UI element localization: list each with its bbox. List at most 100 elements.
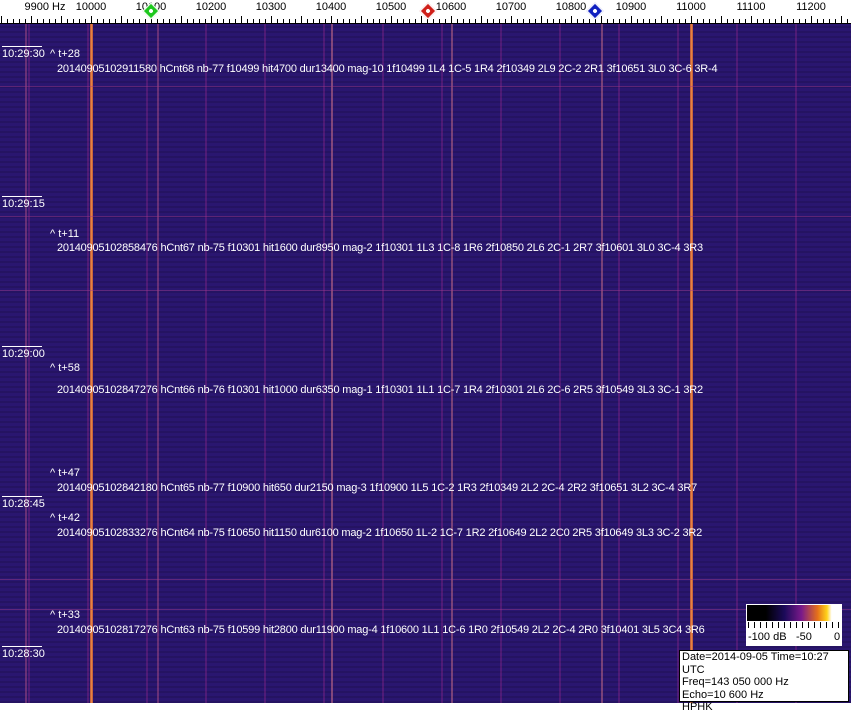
x-tick-label: 11100 xyxy=(736,1,766,13)
axis-tick xyxy=(97,19,98,24)
axis-tick xyxy=(457,19,458,24)
axis-tick xyxy=(817,19,818,24)
axis-tick xyxy=(199,19,200,24)
axis-tick xyxy=(475,19,476,24)
frequency-axis: 9900 Hz100001010010200103001040010500106… xyxy=(0,0,851,24)
time-label: 10:29:15 xyxy=(2,196,45,210)
axis-tick xyxy=(805,19,806,24)
axis-tick xyxy=(559,19,560,24)
axis-tick xyxy=(253,19,254,24)
axis-tick xyxy=(289,19,290,24)
horizontal-line xyxy=(0,86,851,87)
axis-tick xyxy=(229,19,230,24)
axis-tick xyxy=(835,19,836,24)
x-tick-label: 10800 xyxy=(555,1,587,13)
axis-tick xyxy=(49,19,50,24)
axis-tick xyxy=(115,19,116,24)
info-freq: Freq=143 050 000 Hz xyxy=(682,676,789,688)
horizontal-line xyxy=(0,216,851,217)
axis-tick xyxy=(91,16,92,24)
axis-tick xyxy=(433,19,434,24)
axis-tick xyxy=(439,19,440,24)
axis-tick xyxy=(67,19,68,24)
axis-tick xyxy=(667,19,668,24)
axis-tick xyxy=(649,19,650,24)
x-tick-label: 10400 xyxy=(315,1,347,13)
x-tick-label: 10000 xyxy=(75,1,107,13)
axis-tick xyxy=(193,19,194,24)
axis-tick xyxy=(847,19,848,24)
axis-tick xyxy=(673,19,674,24)
axis-tick xyxy=(235,19,236,24)
axis-tick xyxy=(145,19,146,24)
colorbar: -100 dB -50 0 xyxy=(746,604,842,646)
axis-tick xyxy=(589,19,590,24)
axis-tick xyxy=(397,19,398,24)
colorbar-label-min: -100 dB xyxy=(748,631,787,643)
axis-tick xyxy=(343,19,344,24)
time-label: 10:29:30 xyxy=(2,46,45,60)
axis-tick xyxy=(487,19,488,24)
spectrogram xyxy=(0,24,851,703)
colorbar-label-max: 0 xyxy=(834,631,841,643)
axis-tick xyxy=(223,19,224,24)
axis-tick xyxy=(331,16,332,24)
axis-tick xyxy=(685,19,686,24)
axis-tick xyxy=(679,19,680,24)
detection-tag: ^ t+11 xyxy=(50,228,80,240)
axis-tick xyxy=(187,19,188,24)
carrier-line xyxy=(90,24,93,703)
axis-tick xyxy=(307,19,308,24)
axis-tick xyxy=(583,19,584,24)
axis-tick xyxy=(1,16,2,24)
axis-tick xyxy=(79,19,80,24)
axis-tick xyxy=(25,19,26,24)
detection-line: 20140905102911580 hCnt68 nb-77 f10499 hi… xyxy=(57,63,718,75)
axis-tick xyxy=(415,19,416,24)
x-tick-label: 9900 Hz xyxy=(24,1,66,13)
x-tick-label: 11200 xyxy=(796,1,826,13)
axis-tick xyxy=(169,19,170,24)
axis-tick xyxy=(355,19,356,24)
axis-tick xyxy=(505,19,506,24)
axis-tick xyxy=(175,19,176,24)
signal-line xyxy=(25,24,27,703)
axis-tick xyxy=(283,19,284,24)
x-tick-label: 10900 xyxy=(615,1,647,13)
info-date: Date=2014-09-05 Time=10:27 UTC xyxy=(682,651,829,676)
axis-tick xyxy=(217,19,218,24)
signal-line xyxy=(157,24,159,703)
colorbar-ticks xyxy=(748,622,840,628)
axis-tick xyxy=(781,16,782,24)
detection-line: 20140905102817276 hCnt63 nb-75 f10599 hi… xyxy=(57,624,705,636)
axis-tick xyxy=(391,16,392,24)
axis-tick xyxy=(205,19,206,24)
axis-tick xyxy=(643,19,644,24)
axis-line xyxy=(0,23,851,24)
axis-tick xyxy=(277,19,278,24)
detection-tag: ^ t+58 xyxy=(50,362,80,374)
axis-tick xyxy=(499,19,500,24)
info-box: Date=2014-09-05 Time=10:27 UTC Freq=143 … xyxy=(679,650,849,713)
axis-tick xyxy=(541,16,542,24)
axis-tick xyxy=(313,19,314,24)
axis-tick xyxy=(367,19,368,24)
axis-tick xyxy=(751,16,752,24)
axis-tick xyxy=(709,19,710,24)
axis-tick xyxy=(553,19,554,24)
axis-tick xyxy=(601,16,602,24)
axis-tick xyxy=(811,16,812,24)
frequency-marker[interactable] xyxy=(419,2,437,20)
axis-tick xyxy=(31,16,32,24)
axis-tick xyxy=(301,16,302,24)
signal-line xyxy=(331,24,333,703)
axis-tick xyxy=(571,16,572,24)
horizontal-line xyxy=(0,290,851,291)
axis-tick xyxy=(763,19,764,24)
axis-tick xyxy=(379,19,380,24)
axis-tick xyxy=(127,19,128,24)
axis-tick xyxy=(319,19,320,24)
signal-line xyxy=(601,24,603,703)
axis-tick xyxy=(247,19,248,24)
axis-tick xyxy=(637,19,638,24)
